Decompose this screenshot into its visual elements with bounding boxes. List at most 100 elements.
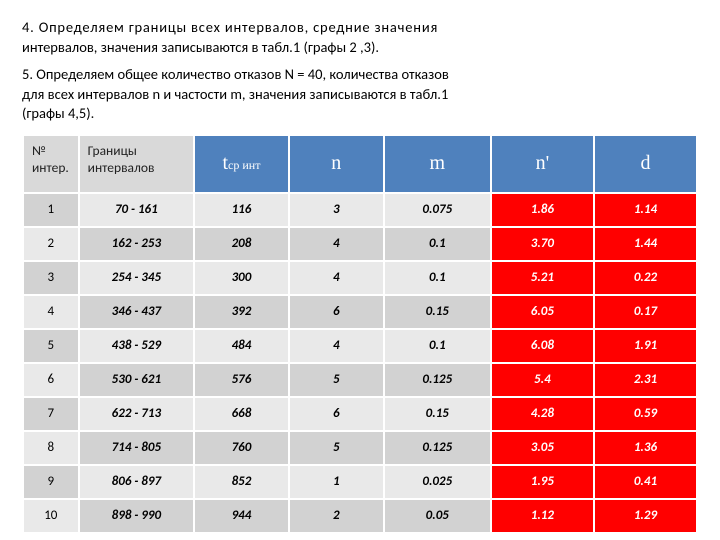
- para4-line1: 4. Определяем границы всех интервалов, с…: [22, 18, 438, 36]
- cell-m: 0.125: [384, 363, 491, 397]
- cell-np: 5.21: [491, 261, 594, 295]
- cell-n: 5: [289, 431, 384, 465]
- header-t-sub: ср инт: [228, 158, 260, 172]
- cell-index: 2: [23, 227, 79, 261]
- cell-np: 1.86: [491, 193, 594, 227]
- cell-np: 1.95: [491, 465, 594, 499]
- cell-index: 6: [23, 363, 79, 397]
- cell-m: 0.15: [384, 295, 491, 329]
- table-row: 8714 - 80576050.1253.051.36: [23, 431, 697, 465]
- header-n: n: [289, 135, 384, 193]
- cell-index: 7: [23, 397, 79, 431]
- cell-d: 2.31: [594, 363, 697, 397]
- cell-index: 1: [23, 193, 79, 227]
- cell-np: 3.70: [491, 227, 594, 261]
- table-row: 170 - 16111630.0751.861.14: [23, 193, 697, 227]
- cell-n: 5: [289, 363, 384, 397]
- cell-np: 4.28: [491, 397, 594, 431]
- header-range-l2: интервалов: [88, 159, 155, 176]
- cell-n: 4: [289, 329, 384, 363]
- para4-line2: интервалов, значения записываются в табл…: [22, 38, 379, 56]
- table-row: 9806 - 89785210.0251.950.41: [23, 465, 697, 499]
- cell-t: 484: [194, 329, 289, 363]
- cell-n: 6: [289, 397, 384, 431]
- header-np: n': [491, 135, 594, 193]
- cell-n: 6: [289, 295, 384, 329]
- cell-d: 1.91: [594, 329, 697, 363]
- cell-m: 0.1: [384, 227, 491, 261]
- header-range-l1: Границы: [88, 142, 137, 159]
- cell-n: 4: [289, 227, 384, 261]
- para5-line1: 5. Определяем общее количество отказов N…: [22, 65, 449, 83]
- header-range: Границы интервалов: [79, 135, 194, 193]
- cell-index: 5: [23, 329, 79, 363]
- cell-n: 4: [289, 261, 384, 295]
- cell-range: 162 - 253: [79, 227, 194, 261]
- cell-range: 898 - 990: [79, 499, 194, 533]
- cell-t: 300: [194, 261, 289, 295]
- cell-np: 3.05: [491, 431, 594, 465]
- cell-m: 0.15: [384, 397, 491, 431]
- cell-n: 1: [289, 465, 384, 499]
- cell-m: 0.075: [384, 193, 491, 227]
- cell-t: 760: [194, 431, 289, 465]
- cell-t: 852: [194, 465, 289, 499]
- data-table: № интер. Границы интервалов tср инт n m …: [22, 134, 698, 534]
- cell-t: 668: [194, 397, 289, 431]
- header-index-l2: интер.: [32, 159, 69, 176]
- cell-np: 5.4: [491, 363, 594, 397]
- para5-line2: для всех интервалов n и частости m, знач…: [22, 85, 448, 103]
- cell-np: 1.12: [491, 499, 594, 533]
- table-body: 170 - 16111630.0751.861.142162 - 2532084…: [23, 193, 697, 533]
- table-row: 5438 - 52948440.16.081.91: [23, 329, 697, 363]
- header-t: tср инт: [194, 135, 289, 193]
- cell-d: 0.41: [594, 465, 697, 499]
- cell-n: 2: [289, 499, 384, 533]
- cell-range: 438 - 529: [79, 329, 194, 363]
- cell-range: 346 - 437: [79, 295, 194, 329]
- cell-n: 3: [289, 193, 384, 227]
- header-m: m: [384, 135, 491, 193]
- cell-t: 208: [194, 227, 289, 261]
- para5-line3: (графы 4,5).: [22, 104, 94, 122]
- cell-index: 8: [23, 431, 79, 465]
- cell-np: 6.08: [491, 329, 594, 363]
- cell-range: 714 - 805: [79, 431, 194, 465]
- cell-d: 0.22: [594, 261, 697, 295]
- header-d: d: [594, 135, 697, 193]
- cell-range: 530 - 621: [79, 363, 194, 397]
- table-row: 6530 - 62157650.1255.42.31: [23, 363, 697, 397]
- cell-m: 0.05: [384, 499, 491, 533]
- cell-index: 3: [23, 261, 79, 295]
- cell-range: 70 - 161: [79, 193, 194, 227]
- paragraph-5: 5. Определяем общее количество отказов N…: [22, 65, 698, 124]
- paragraph-4: 4. Определяем границы всех интервалов, с…: [22, 18, 698, 57]
- header-index-l1: №: [32, 142, 46, 159]
- cell-d: 1.29: [594, 499, 697, 533]
- cell-t: 944: [194, 499, 289, 533]
- cell-d: 1.44: [594, 227, 697, 261]
- cell-d: 1.14: [594, 193, 697, 227]
- cell-t: 576: [194, 363, 289, 397]
- cell-t: 392: [194, 295, 289, 329]
- header-index: № интер.: [23, 135, 79, 193]
- cell-m: 0.025: [384, 465, 491, 499]
- cell-index: 9: [23, 465, 79, 499]
- cell-t: 116: [194, 193, 289, 227]
- table-row: 4346 - 43739260.156.050.17: [23, 295, 697, 329]
- cell-m: 0.1: [384, 329, 491, 363]
- cell-d: 0.17: [594, 295, 697, 329]
- cell-range: 622 - 713: [79, 397, 194, 431]
- cell-m: 0.1: [384, 261, 491, 295]
- table-row: 2162 - 25320840.13.701.44: [23, 227, 697, 261]
- cell-range: 806 - 897: [79, 465, 194, 499]
- cell-np: 6.05: [491, 295, 594, 329]
- table-row: 7622 - 71366860.154.280.59: [23, 397, 697, 431]
- cell-index: 4: [23, 295, 79, 329]
- cell-index: 10: [23, 499, 79, 533]
- cell-d: 1.36: [594, 431, 697, 465]
- cell-range: 254 - 345: [79, 261, 194, 295]
- cell-d: 0.59: [594, 397, 697, 431]
- table-header-row: № интер. Границы интервалов tср инт n m …: [23, 135, 697, 193]
- cell-m: 0.125: [384, 431, 491, 465]
